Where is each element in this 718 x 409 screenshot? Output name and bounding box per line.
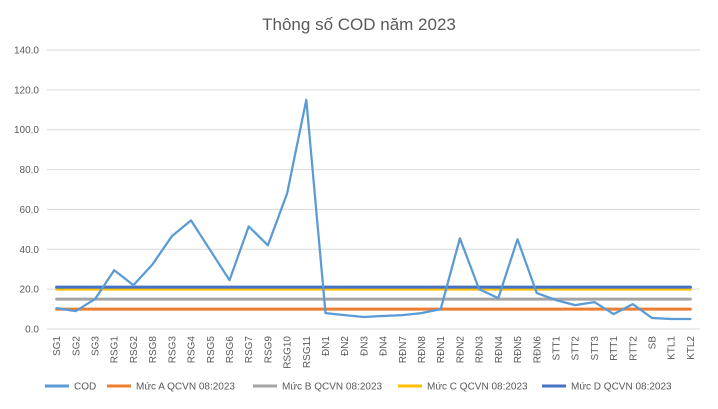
x-axis-tick-labels: SG1 SG2 SG3 RSG1 RSG2 RSG8 RSG3 RSG4 RSG5 RSG6 RSG…	[52, 336, 697, 369]
x-tick-label: RĐN3	[475, 336, 486, 364]
series-line-0	[55, 98, 692, 321]
x-tick-label: RĐN1	[436, 336, 447, 364]
x-tick-label: KTL1	[667, 336, 678, 360]
legend-label: Mức D QCVN 08:2023	[571, 382, 672, 393]
x-tick-label: RTT2	[628, 336, 639, 361]
x-tick-label: ĐN1	[321, 336, 332, 356]
legend-label: COD	[74, 382, 96, 393]
y-tick-label: 40.0	[20, 245, 40, 256]
x-tick-label: STT1	[551, 336, 562, 361]
x-tick-label: RSG11	[302, 336, 313, 368]
x-tick-label: RĐN8	[417, 336, 428, 364]
x-tick-label: ĐN2	[340, 336, 351, 356]
x-tick-label: STT3	[590, 336, 601, 361]
x-tick-label: RĐN7	[398, 336, 409, 364]
y-tick-label: 140.0	[14, 46, 39, 57]
x-tick-label: RSG9	[263, 336, 274, 364]
x-tick-label: RSG4	[187, 336, 198, 364]
x-tick-label: RTT1	[609, 336, 620, 361]
x-tick-label: RSG10	[283, 336, 294, 369]
x-tick-label: ĐN3	[359, 336, 370, 356]
x-tick-label: KTL2	[686, 336, 697, 360]
x-tick-label: RĐN6	[532, 336, 543, 364]
legend-label: Mức B QCVN 08:2023	[282, 382, 383, 393]
x-tick-label: RSG8	[148, 336, 159, 364]
series-lines	[55, 98, 692, 321]
y-axis-tick-labels: 0.0 20.0 40.0 60.0 80.0 100.0 120.0 140.0	[14, 46, 39, 336]
x-tick-label: RSG3	[167, 336, 178, 364]
y-tick-label: 0.0	[25, 325, 39, 336]
x-tick-label: RSG2	[129, 336, 140, 364]
y-tick-label: 100.0	[14, 125, 39, 136]
y-tick-label: 120.0	[14, 85, 39, 96]
x-tick-label: SG1	[52, 336, 63, 356]
x-tick-label: RSG6	[225, 336, 236, 364]
y-tick-label: 20.0	[20, 285, 40, 296]
x-tick-label: SG3	[91, 336, 102, 356]
x-tick-label: RSG1	[110, 336, 121, 364]
x-tick-label: RSG7	[244, 336, 255, 364]
x-tick-label: RSG5	[206, 336, 217, 364]
x-tick-label: STT2	[571, 336, 582, 361]
legend-label: Mức C QCVN 08:2023	[427, 382, 528, 393]
x-tick-label: RĐN5	[513, 336, 524, 364]
legend-label: Mức A QCVN 08:2023	[136, 382, 235, 393]
y-tick-label: 80.0	[20, 165, 40, 176]
x-tick-label: SG2	[71, 336, 82, 356]
x-tick-label: ĐN4	[379, 336, 390, 356]
x-tick-label: RĐN4	[494, 336, 505, 364]
x-tick-label: SB	[647, 336, 658, 350]
chart-title: Thông số COD năm 2023	[262, 15, 456, 34]
x-tick-label: RĐN2	[455, 336, 466, 364]
y-tick-label: 60.0	[20, 205, 40, 216]
legend: COD Mức A QCVN 08:2023 Mức B QCVN 08:2023 M…	[45, 382, 672, 393]
